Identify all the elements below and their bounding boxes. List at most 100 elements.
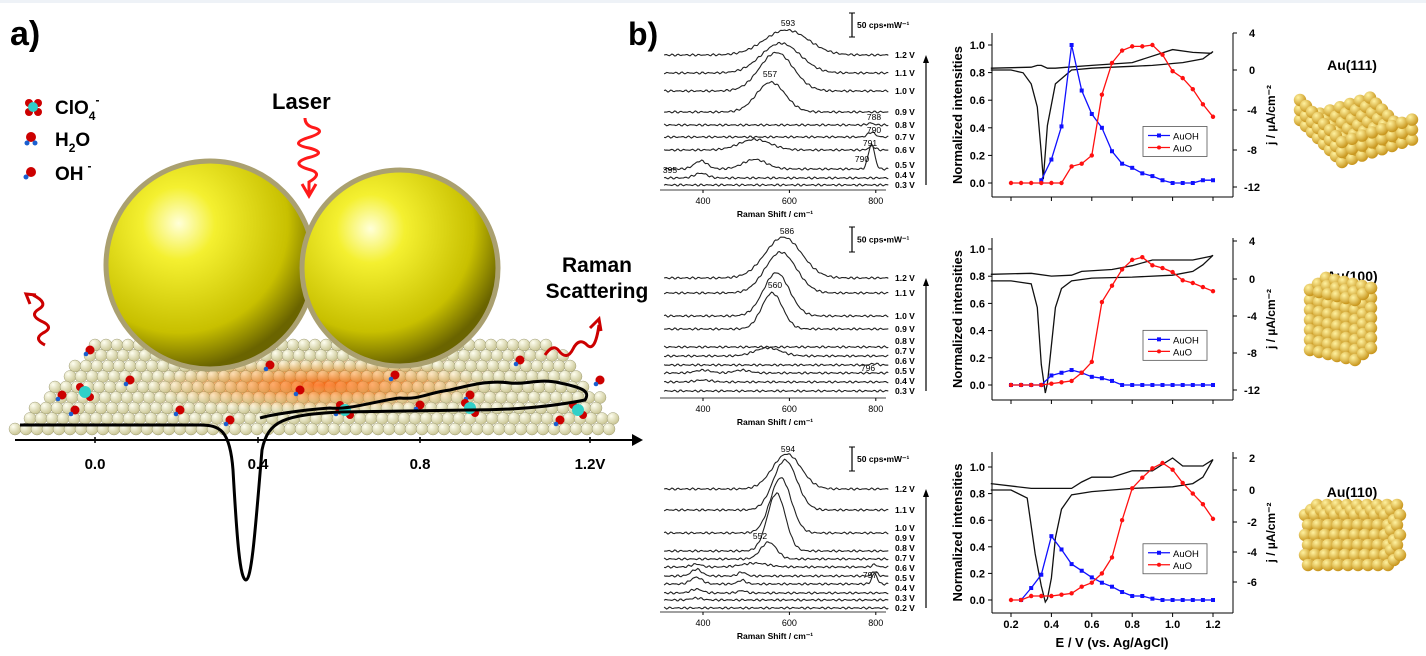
voltage-label: 0.3 V [895, 180, 915, 190]
surface-atom [538, 391, 552, 404]
surface-atom [501, 349, 515, 362]
legend-oh: OH [55, 164, 84, 185]
voltage-label: 0.7 V [895, 553, 915, 563]
gold-atom [1355, 139, 1369, 152]
auoh-point [1170, 383, 1175, 387]
auo-point [1210, 516, 1216, 522]
peak-annotation: 790 [855, 154, 869, 164]
crystal-au111: Au(111) [1293, 57, 1419, 169]
raman-spectra-panels: 1.2 V1.1 V1.0 V0.9 V0.8 V0.7 V0.6 V0.5 V… [660, 12, 929, 641]
auoh-point [1089, 575, 1094, 580]
surface-atom [122, 412, 136, 425]
surface-atom [136, 380, 150, 394]
peak-annotation: 586 [780, 226, 794, 236]
surface-atom [149, 401, 163, 415]
auo-point [1089, 359, 1095, 365]
auo-point [1099, 299, 1105, 305]
voltage-label: 0.4 V [895, 376, 915, 386]
surface-atom [408, 412, 422, 425]
legend-marker [1157, 349, 1161, 354]
panel-a-label: a) [10, 15, 40, 53]
surface-atom [397, 412, 411, 425]
y-right-tick-label: -12 [1244, 182, 1260, 194]
gold-atom [1341, 518, 1355, 532]
gold-atom [1341, 558, 1355, 572]
spectrum-trace [664, 492, 889, 553]
auoh-point [1110, 584, 1114, 589]
surface-atom [121, 338, 135, 352]
surface-atom [56, 412, 70, 425]
surface-atom [496, 412, 510, 425]
auo-point [1059, 592, 1064, 597]
surface-atom [100, 412, 114, 425]
legend-h2o-tail: O [75, 130, 90, 151]
gold-atom [1405, 123, 1419, 136]
legend-box [1142, 543, 1208, 575]
surface-atom [606, 412, 620, 425]
surface-atom [563, 359, 577, 373]
legend-label: AuO [1173, 561, 1192, 572]
surface-atom [160, 401, 174, 415]
auo-point [1140, 254, 1145, 260]
surface-atom [552, 359, 566, 373]
peak-annotation: 790 [867, 125, 881, 135]
water-molecule [265, 360, 275, 370]
surface-atom [492, 422, 506, 436]
auo-point [1059, 380, 1064, 385]
x-tick-label: 400 [695, 618, 710, 628]
spectrum-trace [663, 561, 889, 569]
y-right-tick-label: -2 [1247, 517, 1257, 529]
crystal-au110: Au(110) [1298, 484, 1407, 572]
surface-atom [111, 412, 125, 425]
y-right-tick-label: 0 [1249, 274, 1255, 286]
gold-atom [1364, 321, 1378, 335]
auo-point [1190, 280, 1196, 286]
surface-atom [239, 422, 253, 436]
y-right-axis-title: j / µA/cm⁻² [1264, 85, 1278, 146]
gold-atom [1358, 528, 1372, 542]
peak-annotation: 796 [861, 363, 875, 373]
auoh-point [1099, 580, 1104, 585]
auo-point [1059, 180, 1064, 186]
water-hydrogen [263, 366, 269, 372]
surface-atom [503, 370, 517, 383]
auo-point [1109, 60, 1115, 66]
surface-atom [525, 422, 539, 436]
surface-atom [92, 380, 106, 394]
spectrum-trace [663, 362, 889, 367]
chart-intensity-cv-au110: 0.0 0.2 0.4 0.6 0.8 1.0 2 0 -2 -4 -6 Normalized int… [950, 452, 1278, 650]
surface-atom [120, 391, 134, 404]
x-tick-label: 600 [782, 618, 797, 628]
auoh-point [1059, 124, 1064, 129]
surface-atom [134, 359, 148, 373]
auo-point [1180, 75, 1185, 81]
auo-point [1150, 42, 1155, 48]
peak-annotation: 560 [768, 280, 782, 290]
spectrum-trace [663, 368, 889, 375]
auo-point [1029, 180, 1034, 186]
y-axis-title: Normalized intensities [950, 464, 965, 602]
x-tick-label: 800 [868, 196, 883, 206]
gold-atom [1351, 558, 1365, 572]
surface-atom [558, 422, 572, 436]
gold-atom [1405, 113, 1419, 126]
surface-atom [441, 412, 455, 425]
surface-atom [430, 412, 444, 425]
auoh-point [1140, 594, 1145, 599]
x-tick-label: 400 [695, 404, 710, 414]
gold-atom [1355, 129, 1369, 142]
cv-curve [20, 379, 589, 582]
voltage-label: 1.0 V [895, 311, 915, 321]
y-tick-label: 0.4 [970, 542, 986, 554]
surface-atom [484, 338, 498, 352]
water-hydrogen [388, 376, 394, 382]
gold-atom [1361, 558, 1375, 572]
surface-atom [90, 359, 104, 373]
y-right-tick-label: 4 [1249, 28, 1256, 40]
surface-atom [593, 391, 607, 404]
spectrum-trace [663, 272, 889, 318]
spectrum-trace [663, 477, 889, 535]
auoh-point [1079, 568, 1084, 573]
surface-atom [527, 391, 541, 404]
